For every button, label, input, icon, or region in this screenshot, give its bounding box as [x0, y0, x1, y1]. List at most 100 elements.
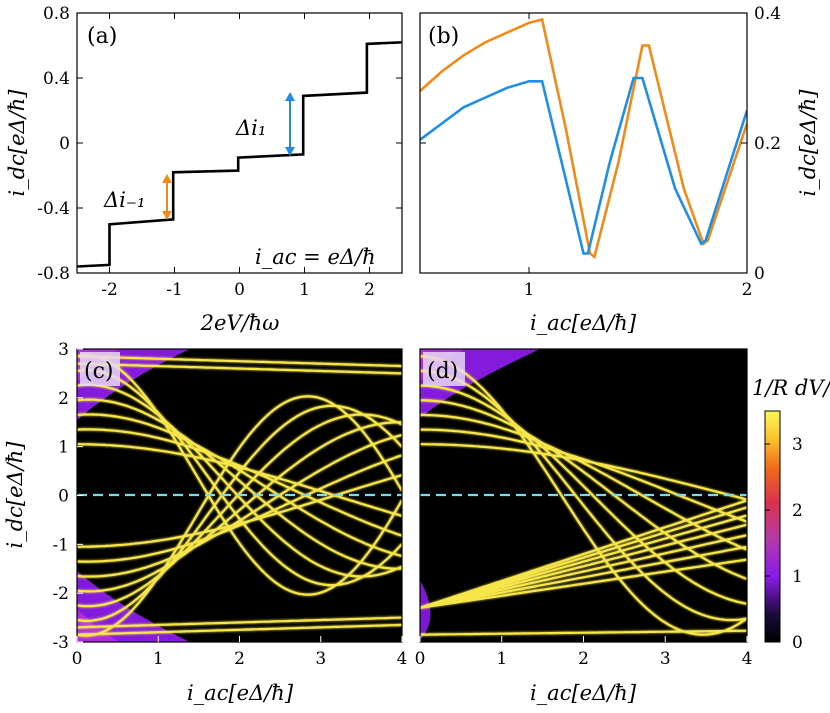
panel-d-resonance-line — [420, 558, 747, 609]
panel-d-xtick-label: 2 — [578, 649, 589, 669]
panel-a-xtick-label: 0 — [234, 280, 245, 300]
panel-c-resonance-line — [77, 413, 402, 558]
panel-b-xtick-label: 1 — [524, 280, 535, 300]
panel-c-ytick-label: 0 — [58, 487, 69, 507]
colorbar-tick-label: 1 — [792, 567, 803, 587]
arrow-head-up-icon — [162, 174, 172, 183]
panel-d-resonance-line — [420, 443, 747, 501]
panel-c-xtick-label: 1 — [153, 649, 164, 669]
panel-c-xtick-label: 4 — [397, 649, 408, 669]
panel-b-ytick-label: 0.2 — [754, 134, 781, 154]
panel-a-xtick-label: 2 — [364, 280, 375, 300]
panel-c-resonance-line — [77, 474, 402, 548]
panel-c-xtick-label: 3 — [315, 649, 326, 669]
annotation-delta-i-1: Δi₁ — [235, 116, 266, 140]
panel-a-ytick-label: 0.4 — [43, 69, 70, 89]
panel-d-xtick-label: 1 — [496, 649, 507, 669]
panel-d-resonance-line — [420, 629, 747, 636]
panel-c-resonance-line — [77, 369, 402, 587]
panel-c-resonance-line — [77, 623, 402, 636]
panel-c-resonance-line — [77, 354, 402, 596]
panel-a-label: (a) — [87, 24, 117, 49]
panel-d-resonance-line — [420, 499, 747, 609]
panel-b-xlabel: i_ac[eΔ/ħ] — [530, 311, 637, 335]
panel-c-label-box — [80, 352, 120, 386]
panel-d-resonance-line — [420, 369, 747, 622]
annotation-delta-i-minus1: Δi₋₁ — [103, 188, 145, 212]
panel-d-resonance-line — [420, 534, 747, 609]
panel-c-resonance-line — [77, 355, 402, 368]
panel-d: (d) 0 1 2 3 4 i_ac[eΔ/ħ] — [415, 348, 753, 705]
panel-a-series-line — [77, 41, 402, 268]
panel-a-xtick-label: -2 — [101, 280, 118, 300]
panel-c-resonance-line — [77, 421, 402, 593]
panel-d-xtick-label: 0 — [415, 649, 426, 669]
panel-b-series-orange — [420, 17, 747, 260]
panel-c-ytick-label: -2 — [52, 584, 69, 604]
panel-c-purple-region-bottom — [77, 571, 190, 642]
panel-d-purple-region-bottom — [420, 580, 431, 640]
colorbar-label: 1/R dV/di_dc — [752, 376, 830, 400]
panel-a-xlabel: 2eV/ħω — [200, 311, 280, 335]
panel-b-ytick-label: 0.4 — [754, 4, 781, 24]
panel-c-resonance-line — [77, 433, 402, 578]
panel-d-label-box — [423, 352, 465, 386]
colorbar-tick-label: 0 — [792, 633, 803, 653]
arrow-head-down-icon — [162, 211, 172, 220]
panel-b-xtick-label: 2 — [742, 280, 753, 300]
annotation-iac: i_ac = eΔ/ħ — [255, 245, 376, 269]
panel-c-resonance-line — [77, 398, 402, 570]
panel-c-resonance-line — [77, 395, 402, 637]
colorbar-tick-label: 3 — [792, 435, 803, 455]
panel-b-label: (b) — [428, 24, 459, 49]
panel-d-resonance-line — [420, 506, 747, 609]
panel-d-resonance-line — [420, 523, 747, 609]
panel-b-plot-area — [420, 13, 747, 273]
panel-d-xtick-label: 3 — [660, 649, 671, 669]
panel-c-resonance-line — [77, 454, 402, 563]
panel-a-ytick-label: 0 — [59, 134, 70, 154]
colorbar-tick-label: 2 — [792, 501, 803, 521]
panel-a-ytick-label: -0.4 — [37, 199, 70, 219]
panel-c-ytick-label: 1 — [58, 438, 69, 458]
panel-c-xlabel: i_ac[eΔ/ħ] — [187, 681, 294, 705]
panel-a-ytick-label: -0.8 — [37, 264, 70, 284]
panel-c-xtick-label: 2 — [234, 649, 245, 669]
panel-c: (c) 0 1 2 3 4 -3 -2 -1 0 1 2 3 i_ac[eΔ/ħ] i_dc[eΔ/ħ… — [3, 340, 407, 705]
panel-c-resonance-line — [77, 616, 402, 629]
panel-d-label: (d) — [427, 359, 458, 384]
panel-b: 1 20 0.2 0.4 (b) i_ac[eΔ/ħ] i_dc[eΔ/ħ] — [419, 4, 820, 335]
panel-a-ytick-label: 0.8 — [43, 4, 70, 24]
panel-a-ylabel: i_dc[eΔ/ħ] — [5, 89, 29, 197]
colorbar-gradient — [764, 410, 781, 643]
panel-b-ylabel: i_dc[eΔ/ħ] — [796, 89, 820, 197]
panel-a-plot-area — [77, 13, 402, 273]
panel-d-resonance-line — [420, 399, 747, 581]
arrow-head-up-icon — [285, 92, 295, 101]
panel-c-ylabel: i_dc[eΔ/ħ] — [3, 441, 27, 549]
panel-c-ytick-label: -3 — [52, 633, 69, 653]
panel-c-ytick-label: 3 — [58, 340, 69, 360]
panel-a-xtick-label: -1 — [166, 280, 183, 300]
panel-a: -2 -1 0 1 2 -0.8 -0.4 0 0.4 0.8 (a) Δi₋₁ Δi₁ i_ac… — [5, 4, 403, 335]
panel-d-resonance-line — [420, 355, 747, 636]
panel-a-xtick-label: 1 — [299, 280, 310, 300]
arrow-head-down-icon — [285, 147, 295, 156]
panel-c-ytick-label: -1 — [52, 535, 69, 555]
panel-d-resonance-line — [420, 545, 747, 609]
panel-c-label: (c) — [84, 359, 114, 384]
panel-c-resonance-line — [77, 362, 402, 375]
panel-c-ytick-label: 2 — [58, 389, 69, 409]
panel-c-resonance-line — [77, 428, 402, 537]
panel-d-resonance-line — [420, 384, 747, 605]
panel-d-xlabel: i_ac[eΔ/ħ] — [530, 681, 637, 705]
panel-d-resonance-line — [420, 428, 747, 523]
panel-b-ytick-label: 0 — [754, 264, 765, 284]
colorbar: 0 1 2 3 1/R dV/di_dc — [752, 376, 830, 653]
panel-b-series-blue — [420, 76, 747, 255]
panel-d-resonance-line — [420, 514, 747, 609]
panel-c-resonance-line — [77, 443, 402, 517]
panel-c-xtick-label: 0 — [72, 649, 83, 669]
panel-d-xtick-label: 4 — [742, 649, 753, 669]
